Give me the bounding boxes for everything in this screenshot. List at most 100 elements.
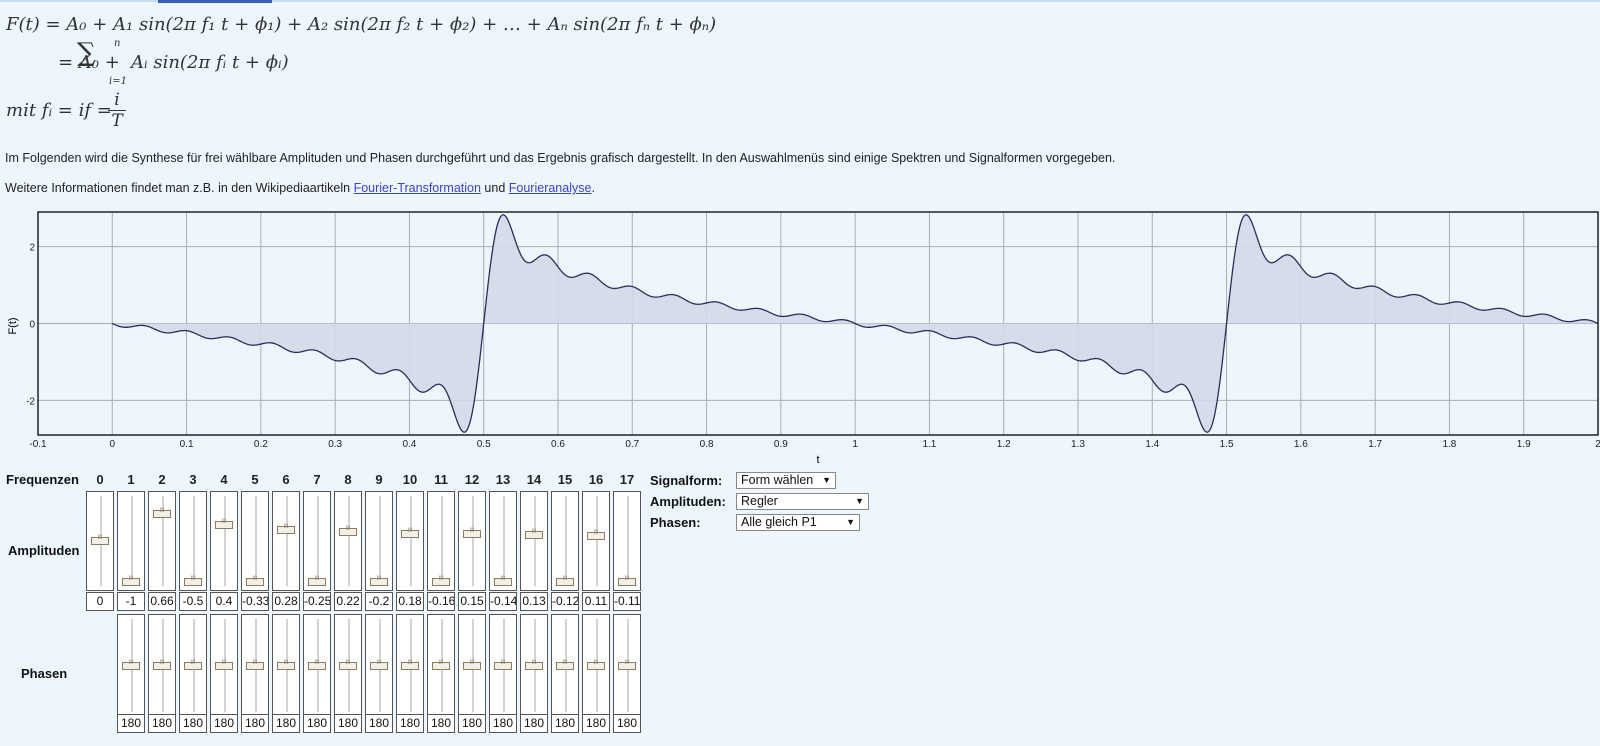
amplitude-slider[interactable]	[427, 491, 455, 591]
phase-slider[interactable]	[582, 614, 610, 717]
amplitude-value[interactable]: -0.14	[489, 592, 517, 611]
amplitude-value[interactable]: 0.15	[458, 592, 486, 611]
slider-thumb[interactable]	[525, 529, 543, 540]
phase-slider[interactable]	[210, 614, 238, 717]
link-fourieranalyse[interactable]: Fourieranalyse	[508, 181, 592, 195]
slider-thumb[interactable]	[308, 576, 326, 586]
slider-thumb[interactable]	[246, 660, 264, 670]
amplitude-slider[interactable]	[551, 491, 579, 591]
amplitude-value[interactable]: -0.12	[551, 592, 579, 611]
amplitude-slider[interactable]	[272, 491, 300, 591]
amplitude-value[interactable]: 0.22	[334, 592, 362, 611]
amplitude-value[interactable]: 0.66	[148, 592, 176, 611]
amplitude-slider[interactable]	[613, 491, 641, 591]
amplitude-value[interactable]: 0.13	[520, 592, 548, 611]
phase-slider[interactable]	[551, 614, 579, 717]
amplitude-value[interactable]: -0.5	[179, 592, 207, 611]
slider-thumb[interactable]	[556, 576, 574, 586]
slider-thumb[interactable]	[308, 660, 326, 670]
phase-slider[interactable]	[334, 614, 362, 717]
slider-thumb[interactable]	[401, 660, 419, 670]
slider-thumb[interactable]	[370, 660, 388, 670]
phase-slider[interactable]	[489, 614, 517, 717]
phase-slider[interactable]	[179, 614, 207, 717]
amplitude-slider[interactable]	[86, 491, 114, 591]
amplitude-value[interactable]: -0.11	[613, 592, 641, 611]
slider-thumb[interactable]	[153, 660, 171, 670]
amplitude-value[interactable]: 0.11	[582, 592, 610, 611]
slider-thumb[interactable]	[246, 576, 264, 586]
phase-value[interactable]: 180	[179, 714, 207, 733]
slider-thumb[interactable]	[432, 660, 450, 670]
phase-slider[interactable]	[148, 614, 176, 717]
phase-value[interactable]: 180	[365, 714, 393, 733]
phase-slider[interactable]	[117, 614, 145, 717]
phase-value[interactable]: 180	[303, 714, 331, 733]
slider-thumb[interactable]	[494, 576, 512, 586]
phase-value[interactable]: 180	[613, 714, 641, 733]
phase-slider[interactable]	[241, 614, 269, 717]
phase-value[interactable]: 180	[458, 714, 486, 733]
amplitude-slider[interactable]	[334, 491, 362, 591]
amplitude-slider[interactable]	[241, 491, 269, 591]
slider-thumb[interactable]	[618, 576, 636, 586]
slider-thumb[interactable]	[494, 660, 512, 670]
amplitude-value[interactable]: -0.2	[365, 592, 393, 611]
signal-form-select[interactable]: Form wählen ▼	[736, 472, 836, 489]
slider-thumb[interactable]	[556, 660, 574, 670]
phase-slider[interactable]	[427, 614, 455, 717]
amplitude-value[interactable]: -1	[117, 592, 145, 611]
phase-slider[interactable]	[613, 614, 641, 717]
phase-value[interactable]: 180	[272, 714, 300, 733]
amplitude-slider[interactable]	[396, 491, 424, 591]
phase-slider[interactable]	[303, 614, 331, 717]
slider-thumb[interactable]	[463, 660, 481, 670]
amplitude-slider[interactable]	[582, 491, 610, 591]
phase-value[interactable]: 180	[148, 714, 176, 733]
slider-thumb[interactable]	[618, 660, 636, 670]
slider-thumb[interactable]	[401, 528, 419, 538]
phase-value[interactable]: 180	[117, 714, 145, 733]
phase-value[interactable]: 180	[427, 714, 455, 733]
amplitude-slider[interactable]	[303, 491, 331, 591]
amplitude-slider[interactable]	[179, 491, 207, 591]
slider-thumb[interactable]	[277, 524, 295, 534]
slider-thumb[interactable]	[463, 528, 481, 539]
phase-slider[interactable]	[396, 614, 424, 717]
amplitude-value[interactable]: -0.16	[427, 592, 455, 611]
amplitude-slider[interactable]	[117, 491, 145, 591]
slider-thumb[interactable]	[153, 508, 171, 518]
amplitude-slider[interactable]	[210, 491, 238, 591]
amplitude-slider[interactable]	[520, 491, 548, 591]
phase-value[interactable]: 180	[489, 714, 517, 733]
phase-value[interactable]: 180	[396, 714, 424, 733]
phase-value[interactable]: 180	[582, 714, 610, 733]
phases-select[interactable]: Alle gleich P1 ▼	[736, 514, 860, 531]
amplitudes-select[interactable]: Regler ▼	[736, 493, 869, 510]
amplitude-slider[interactable]	[489, 491, 517, 591]
slider-thumb[interactable]	[525, 660, 543, 670]
slider-thumb[interactable]	[122, 660, 140, 670]
amplitude-value[interactable]: 0.28	[272, 592, 300, 611]
slider-thumb[interactable]	[432, 576, 450, 586]
slider-thumb[interactable]	[215, 660, 233, 670]
phase-value[interactable]: 180	[210, 714, 238, 733]
amplitude-value[interactable]: 0.4	[210, 592, 238, 611]
phase-slider[interactable]	[365, 614, 393, 717]
slider-thumb[interactable]	[339, 660, 357, 670]
phase-value[interactable]: 180	[334, 714, 362, 733]
phase-slider[interactable]	[458, 614, 486, 717]
slider-thumb[interactable]	[184, 576, 202, 586]
amplitude-slider[interactable]	[458, 491, 486, 591]
amplitude-value[interactable]: 0.18	[396, 592, 424, 611]
slider-thumb[interactable]	[122, 576, 140, 586]
slider-thumb[interactable]	[215, 519, 233, 529]
amplitude-value[interactable]: -0.33	[241, 592, 269, 611]
slider-thumb[interactable]	[277, 660, 295, 670]
phase-value[interactable]: 180	[520, 714, 548, 733]
phase-slider[interactable]	[272, 614, 300, 717]
amplitude-value[interactable]: 0	[86, 592, 114, 611]
amplitude-slider[interactable]	[148, 491, 176, 591]
link-fourier-transformation[interactable]: Fourier-Transformation	[353, 181, 481, 195]
phase-value[interactable]: 180	[551, 714, 579, 733]
